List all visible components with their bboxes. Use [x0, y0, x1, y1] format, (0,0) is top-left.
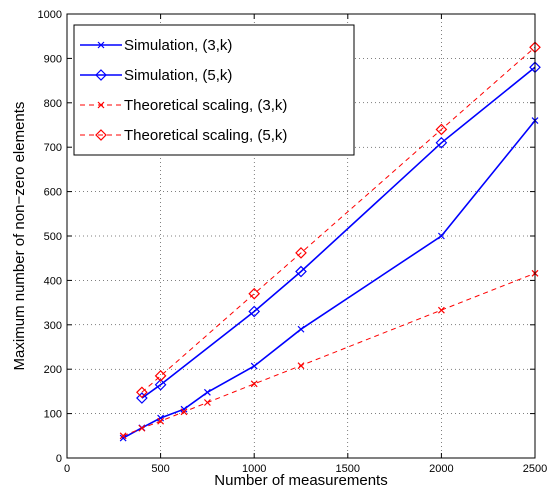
- series-0-point: [119, 434, 127, 442]
- series-line-3: [141, 46, 536, 393]
- series-2-point: [203, 399, 211, 406]
- y-tick-label: 800: [44, 98, 62, 110]
- y-axis-label: Maximum number of non−zero elements: [11, 102, 28, 371]
- x-tick-label: 2500: [523, 463, 547, 475]
- series-2-point: [180, 408, 188, 416]
- y-tick-label: 400: [44, 275, 62, 287]
- legend-label-3: Theoretical scaling, (5,k): [124, 127, 287, 144]
- y-tick-label: 600: [44, 187, 62, 199]
- x-tick-label: 1000: [242, 463, 266, 475]
- x-tick-label: 500: [151, 463, 169, 475]
- series-0-point: [250, 362, 258, 370]
- y-tick-label: 200: [44, 364, 62, 376]
- series-1-point: [154, 378, 167, 391]
- series-3-point: [136, 386, 148, 399]
- tick-labels: 0 500 1000 1500 2000 2500 0 100 200 300 400 500 600 7…: [38, 9, 548, 475]
- x-tick-label: 0: [64, 463, 70, 475]
- series-1-point: [248, 305, 261, 318]
- legend-marker-2: [97, 101, 105, 109]
- legend-marker-3: [95, 129, 107, 141]
- series-2-point: [250, 380, 258, 388]
- legend-label-0: Simulation, (3,k): [124, 37, 232, 54]
- series-3-point: [154, 370, 167, 382]
- series-2-point: [297, 362, 305, 370]
- series-0-point: [437, 232, 445, 240]
- legend-box: [73, 24, 355, 156]
- y-tick-label: 0: [56, 453, 62, 465]
- series-1-point: [295, 265, 307, 278]
- y-tick-label: 300: [44, 320, 62, 332]
- series-1-point: [136, 392, 148, 404]
- x-tick-label: 1500: [336, 463, 360, 475]
- y-tick-label: 100: [44, 409, 62, 421]
- series-2-point: [138, 424, 146, 432]
- series-0-point: [180, 405, 188, 413]
- x-axis-label: Number of measurements: [214, 472, 387, 489]
- series-3-point: [295, 247, 307, 259]
- legend: Simulation, (3,k) Simulation, (5,k) Theore…: [73, 24, 355, 156]
- series-3-point: [435, 123, 448, 136]
- legend-marker-1: [95, 69, 107, 81]
- series-0-point: [297, 325, 305, 333]
- series-0-point: [157, 414, 165, 422]
- series-1-point: [435, 136, 448, 149]
- series-2-point: [157, 417, 165, 425]
- y-tick-label: 700: [44, 142, 62, 154]
- axis-ticks: [66, 13, 536, 459]
- series-0-point: [203, 388, 211, 396]
- y-tick-label: 500: [44, 231, 62, 243]
- legend-label-1: Simulation, (5,k): [124, 67, 232, 84]
- y-tick-label: 900: [44, 53, 62, 65]
- legend-label-2: Theoretical scaling, (3,k): [124, 97, 287, 114]
- x-tick-label: 2000: [429, 463, 453, 475]
- series-3-point: [248, 287, 261, 300]
- y-tick-label: 1000: [38, 9, 62, 21]
- legend-marker-0: [97, 41, 105, 49]
- series-2-point: [119, 432, 127, 440]
- series-2-point: [437, 306, 445, 314]
